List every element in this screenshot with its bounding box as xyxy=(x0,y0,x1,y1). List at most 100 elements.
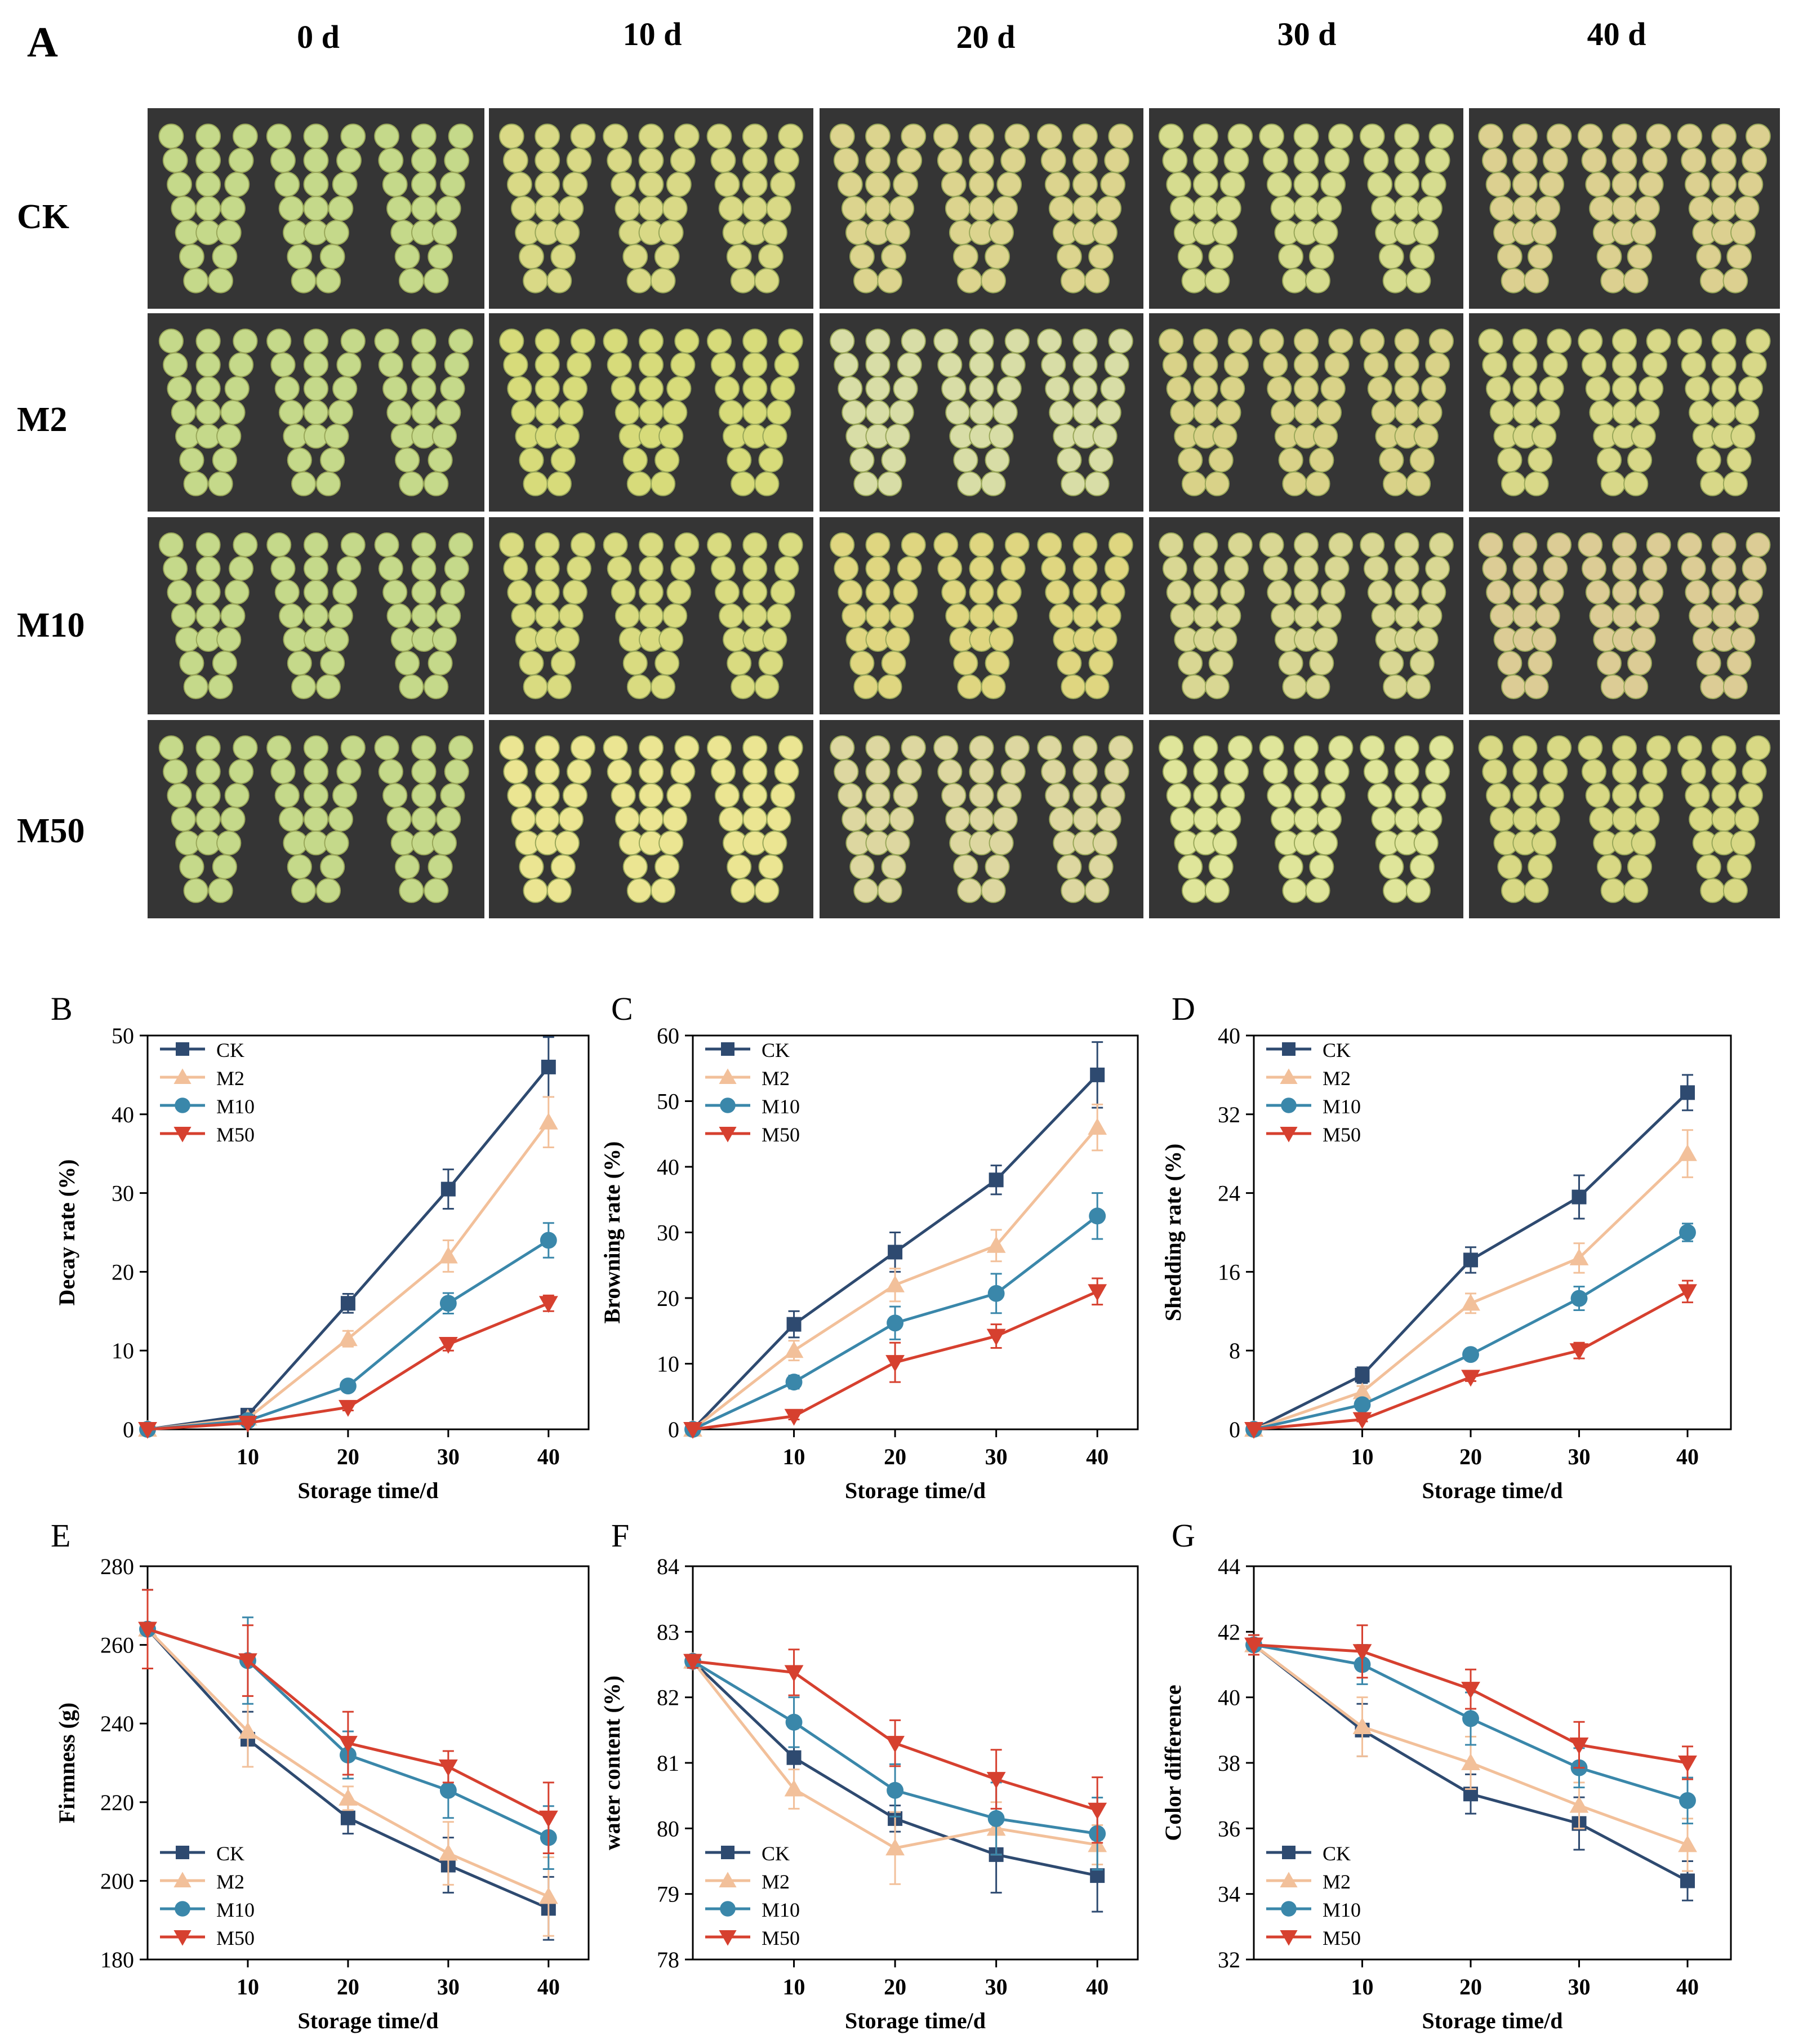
grape-berry xyxy=(893,580,918,605)
legend-marker-M50 xyxy=(173,1930,192,1946)
grape-berry xyxy=(1383,878,1408,903)
grape-berry xyxy=(1100,580,1125,605)
x-tick-label: 30 xyxy=(1568,1444,1591,1469)
data-point xyxy=(1678,1835,1697,1852)
series-M50 xyxy=(138,1589,558,1855)
grape-berry xyxy=(499,735,524,761)
grape-berry xyxy=(558,806,584,832)
x-tick-label: 10 xyxy=(1351,1444,1374,1469)
grape-berry xyxy=(1577,123,1603,149)
grape-berry xyxy=(499,532,524,557)
data-point xyxy=(1569,1738,1589,1754)
grape-berry xyxy=(865,123,891,149)
grape-berry xyxy=(270,759,296,784)
grape-berry xyxy=(837,171,863,197)
grape-berry xyxy=(1193,556,1218,581)
grape-berry xyxy=(1193,806,1218,832)
grape-berry xyxy=(179,244,204,269)
grape-berry xyxy=(1482,759,1507,784)
grape-berry xyxy=(865,783,891,808)
grape-berry xyxy=(1204,268,1230,294)
grape-berry xyxy=(1316,806,1342,832)
grape-berry xyxy=(1263,352,1288,377)
data-point xyxy=(987,1810,1005,1827)
grape-berry xyxy=(638,171,664,197)
grape-berry xyxy=(1421,171,1446,197)
y-tick-label: 36 xyxy=(1218,1816,1240,1841)
grape-berry xyxy=(941,580,967,605)
grape-berry xyxy=(1379,651,1404,676)
grape-berry xyxy=(1489,399,1515,425)
grape-berry xyxy=(849,651,875,676)
grape-berry xyxy=(1324,352,1350,377)
data-point xyxy=(683,1422,702,1439)
grape-berry xyxy=(731,878,756,903)
grape-berry xyxy=(766,195,791,221)
grape-berry xyxy=(638,759,664,784)
grape-berry xyxy=(1512,603,1538,628)
legend-marker-M10 xyxy=(1281,1097,1297,1113)
grape-berry xyxy=(996,783,1022,808)
grape-berry xyxy=(1524,268,1550,294)
grape-berry xyxy=(1293,123,1319,149)
grape-berry xyxy=(535,195,560,221)
grape-berry xyxy=(1159,532,1184,557)
grape-berry xyxy=(395,447,420,473)
grape-berry xyxy=(1193,783,1218,808)
y-tick-label: 60 xyxy=(657,1023,679,1048)
photo-cell-M10-1 xyxy=(489,517,813,714)
row-header-M10: M10 xyxy=(17,606,85,645)
grape-berry xyxy=(399,674,424,699)
grape-berry xyxy=(941,171,967,197)
grape-berry xyxy=(706,735,732,761)
legend: CK M2 M10 M50 xyxy=(160,1842,255,1949)
grape-berry xyxy=(969,328,994,354)
grape-berry xyxy=(1501,268,1526,294)
grape-berry xyxy=(611,580,636,605)
grape-berry xyxy=(889,399,914,425)
grape-berry xyxy=(195,171,221,197)
grape-berry xyxy=(1212,220,1237,246)
grape-berry xyxy=(304,580,328,605)
grape-berry xyxy=(1041,556,1066,581)
grape-berry xyxy=(304,556,328,581)
grape-berry xyxy=(1539,783,1564,808)
grape-berry xyxy=(507,171,532,197)
grape-berry xyxy=(233,123,258,149)
grape-berry xyxy=(163,556,188,581)
grape-berry xyxy=(1531,220,1557,246)
legend-label-CK: CK xyxy=(1323,1842,1351,1865)
grape-berry xyxy=(1072,399,1098,425)
grape-berry xyxy=(1711,759,1737,784)
grape-berry xyxy=(424,471,449,496)
grape-berry xyxy=(507,376,532,401)
grape-berry xyxy=(386,806,412,832)
grape-berry xyxy=(1726,651,1752,676)
grape-berry xyxy=(1512,376,1538,401)
grape-berry xyxy=(1428,532,1454,557)
grape-berry xyxy=(833,148,859,174)
data-point xyxy=(885,1275,905,1292)
data-point xyxy=(784,1665,804,1682)
grape-berry xyxy=(1072,556,1098,581)
legend-marker-M2 xyxy=(173,1872,192,1887)
grape-berry xyxy=(535,148,560,174)
grape-berry xyxy=(274,783,300,808)
grape-berry xyxy=(969,171,994,197)
grape-berry xyxy=(233,735,258,761)
grape-berry xyxy=(1489,603,1515,628)
grape-berry xyxy=(386,603,412,628)
grape-berry xyxy=(865,399,891,425)
grape-berry xyxy=(179,447,204,473)
grape-berry xyxy=(1746,123,1771,149)
data-point xyxy=(1461,1753,1480,1770)
grape-berry xyxy=(1589,603,1614,628)
grape-bunch xyxy=(1677,328,1771,496)
grape-berry xyxy=(953,651,978,676)
grape-berry xyxy=(424,674,449,699)
grape-berry xyxy=(1612,603,1637,628)
grape-berry xyxy=(195,328,221,354)
grape-berry xyxy=(1543,556,1568,581)
grape-berry xyxy=(662,399,688,425)
grape-berry xyxy=(1371,603,1396,628)
